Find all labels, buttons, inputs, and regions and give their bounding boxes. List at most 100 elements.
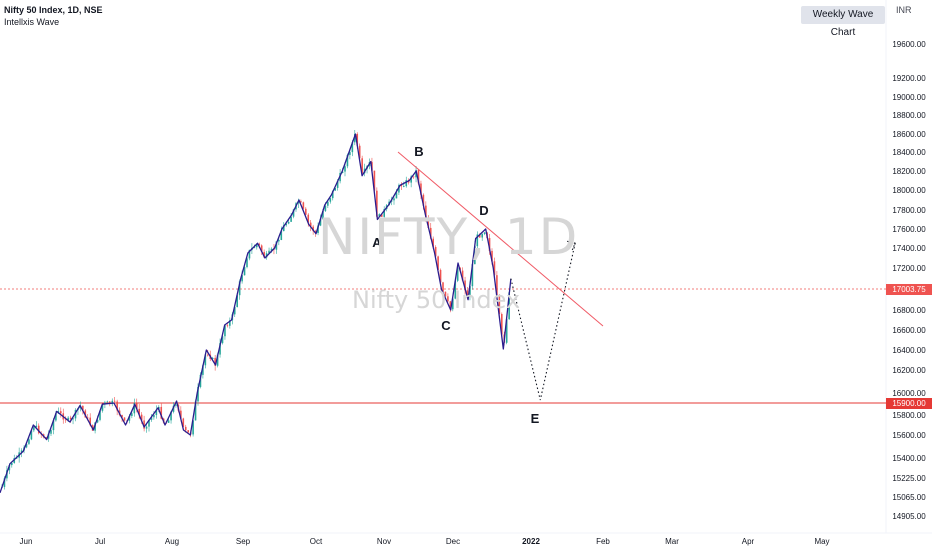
y-tick-label: 16200.00	[892, 366, 926, 375]
projection-series	[511, 243, 575, 400]
candle-body	[99, 410, 101, 420]
y-tick-label: 15800.00	[892, 411, 926, 420]
y-tick-label: 19600.00	[892, 40, 926, 49]
candle-body	[11, 462, 13, 466]
candle-body	[55, 413, 57, 421]
candle-body	[35, 425, 38, 428]
candle-body	[398, 185, 400, 193]
y-tick-label: 15065.00	[892, 493, 926, 502]
candle-body	[290, 216, 292, 222]
candle-body	[226, 325, 229, 327]
candle-body	[111, 400, 114, 405]
candle-body	[25, 443, 28, 448]
resistance-trendline	[397, 151, 604, 327]
candle-body	[378, 214, 381, 217]
candle-body	[153, 415, 155, 418]
candle-body	[96, 419, 99, 423]
y-tick-label: 15400.00	[892, 454, 926, 463]
candle-body	[415, 170, 417, 178]
candle-body	[113, 400, 116, 402]
candle-body	[69, 417, 72, 420]
candle-body	[214, 357, 216, 366]
y-tick-label: 16800.00	[892, 306, 926, 315]
x-tick-label: Jul	[95, 537, 105, 546]
candle-body	[334, 187, 336, 191]
candle-body	[427, 218, 430, 228]
candle-body	[376, 190, 378, 217]
x-tick-label: Oct	[310, 537, 323, 546]
y-tick-label: 17400.00	[892, 244, 926, 253]
candle-body	[452, 298, 454, 310]
candle-body	[420, 183, 422, 195]
candle-body	[491, 250, 493, 262]
candle-body	[270, 248, 273, 251]
candle-body	[437, 256, 439, 270]
candle-body	[341, 171, 344, 173]
y-tick-label: 16600.00	[892, 326, 926, 335]
candle-body	[434, 246, 437, 257]
weekly-wave-chart-button[interactable]: Weekly Wave Chart	[801, 6, 885, 38]
candle-body	[160, 406, 163, 419]
x-tick-label: May	[814, 537, 829, 546]
candle-body	[456, 267, 459, 281]
candle-body	[449, 301, 452, 310]
y-tick-label: 15600.00	[892, 431, 926, 440]
candle-body	[302, 202, 305, 209]
candle-body	[204, 354, 207, 366]
projection-arrowhead	[566, 240, 576, 251]
candle-body	[285, 223, 287, 226]
candle-body	[429, 227, 432, 239]
currency-label[interactable]: INR	[896, 5, 912, 15]
candle-body	[246, 258, 248, 268]
candle-body	[351, 142, 354, 153]
candle-body	[233, 307, 236, 315]
candle-body	[329, 198, 332, 202]
candle-body	[439, 269, 442, 283]
candle-body	[194, 401, 197, 421]
candle-body	[37, 425, 40, 434]
candle-body	[425, 205, 427, 219]
candle-body	[243, 267, 246, 276]
candle-body	[349, 152, 351, 155]
current-price-tag: 17003.75	[886, 283, 932, 295]
candle-body	[202, 365, 204, 375]
candle-body	[346, 154, 349, 167]
candle-body	[405, 180, 408, 187]
x-tick-label: Aug	[165, 537, 179, 546]
y-tick-label: 17800.00	[892, 206, 926, 215]
y-tick-label: 17600.00	[892, 225, 926, 234]
candle-body	[508, 292, 510, 320]
candle-body	[138, 408, 140, 415]
candle-body	[64, 419, 67, 421]
candle-body	[300, 201, 302, 203]
candle-body	[461, 270, 464, 281]
price-scale[interactable]	[886, 0, 932, 550]
candle-body	[121, 415, 123, 418]
candle-body	[72, 418, 74, 420]
y-tick-label: 17200.00	[892, 264, 926, 273]
wave-line	[0, 133, 512, 494]
candle-body	[50, 430, 52, 434]
candle-body	[82, 405, 84, 411]
candle-body	[478, 234, 481, 238]
candle-body	[280, 231, 283, 240]
candle-body	[358, 145, 361, 159]
candle-body	[469, 286, 471, 297]
candle-body	[282, 225, 285, 232]
candle-body	[498, 295, 501, 315]
candle-body	[106, 401, 109, 403]
candle-body	[3, 478, 6, 487]
candle-body	[464, 280, 466, 291]
candle-body	[67, 417, 69, 421]
candle-body	[319, 218, 322, 226]
candle-body	[432, 238, 434, 247]
y-tick-label: 18600.00	[892, 130, 926, 139]
candle-body	[123, 417, 126, 421]
wave-label-e: E	[531, 411, 540, 426]
y-tick-label: 19200.00	[892, 74, 926, 83]
candle-body	[28, 439, 30, 444]
indicator-name[interactable]: Intellxis Wave	[4, 17, 60, 27]
candle-body	[444, 291, 447, 297]
